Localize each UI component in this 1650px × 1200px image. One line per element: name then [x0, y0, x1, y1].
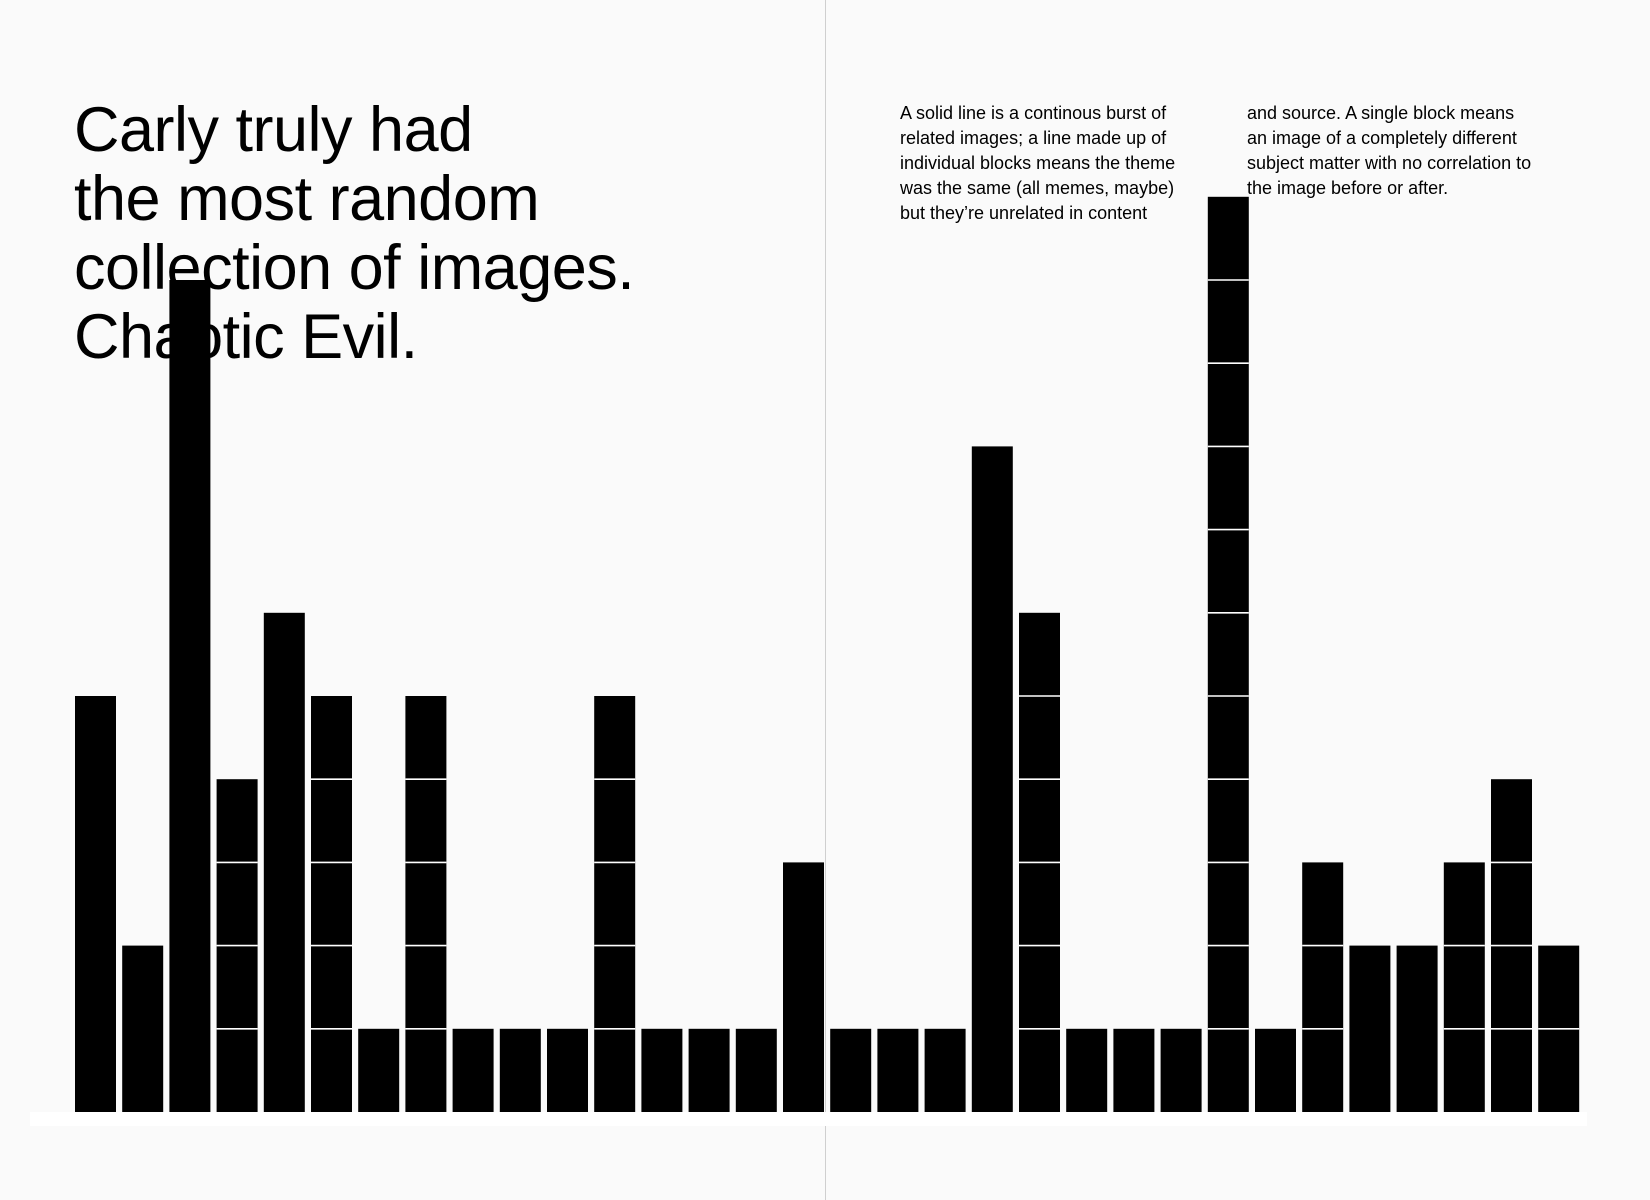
- headline-line: Carly truly had: [74, 95, 473, 165]
- bar: [641, 1028, 683, 1112]
- explanation-line: related images; a line made up of: [900, 128, 1167, 148]
- bar-fill: [311, 696, 352, 1112]
- bar-fill: [1207, 196, 1249, 1113]
- bar-fill: [1255, 1028, 1296, 1112]
- page-fold-divider: [825, 0, 826, 1200]
- bar: [311, 696, 352, 1112]
- bar: [971, 446, 1013, 1112]
- bar: [1443, 862, 1485, 1112]
- bar-fill: [688, 1028, 730, 1112]
- bar: [877, 1028, 919, 1112]
- bar-fill: [358, 1028, 400, 1112]
- bar: [1302, 862, 1344, 1112]
- bar-fill: [1160, 1028, 1202, 1112]
- bar: [1207, 196, 1249, 1113]
- bar-fill: [971, 446, 1013, 1112]
- bar: [783, 862, 824, 1112]
- bar: [216, 779, 258, 1112]
- bar-fill: [405, 696, 447, 1112]
- bar: [169, 280, 211, 1112]
- bar: [452, 1028, 494, 1112]
- headline-line: collection of images.: [74, 233, 635, 303]
- bar-fill: [783, 862, 824, 1112]
- bar-fill: [830, 1028, 872, 1112]
- bar: [547, 1028, 588, 1112]
- bar: [1113, 1028, 1155, 1112]
- bar: [1019, 612, 1060, 1112]
- bar-fill: [1396, 945, 1438, 1112]
- bar-fill: [452, 1028, 494, 1112]
- chart-baseline: [30, 1112, 1587, 1126]
- bar: [358, 1028, 400, 1112]
- bar-fill: [924, 1028, 966, 1112]
- bar: [830, 1028, 872, 1112]
- explanation-line: an image of a completely different: [1247, 128, 1517, 148]
- explanation-line: individual blocks means the theme: [900, 153, 1176, 173]
- explanation-line: subject matter with no correlation to: [1247, 153, 1532, 173]
- bar: [1255, 1028, 1296, 1112]
- bar: [594, 696, 636, 1112]
- bar-fill: [641, 1028, 683, 1112]
- explanation-column-right: and source. A single block means an imag…: [1247, 101, 1531, 201]
- bar: [405, 696, 447, 1112]
- bar-fill: [122, 945, 164, 1112]
- explanation-line: the image before or after.: [1247, 178, 1449, 198]
- bar: [499, 1028, 541, 1112]
- bar-fill: [263, 612, 305, 1112]
- bar: [924, 1028, 966, 1112]
- bar: [1396, 945, 1438, 1112]
- bar-fill: [1349, 945, 1391, 1112]
- bar: [1538, 945, 1580, 1112]
- bar-fill: [735, 1028, 777, 1112]
- bar-fill: [1443, 862, 1485, 1112]
- bar: [1160, 1028, 1202, 1112]
- bar-fill: [1113, 1028, 1155, 1112]
- bar-fill: [547, 1028, 588, 1112]
- bar-fill: [1302, 862, 1344, 1112]
- explanation-column-left: A solid line is a continous burst of rel…: [900, 101, 1175, 226]
- bar: [75, 696, 116, 1112]
- bar: [1491, 779, 1532, 1112]
- bar-fill: [877, 1028, 919, 1112]
- bar: [735, 1028, 777, 1112]
- bar-fill: [169, 280, 211, 1112]
- bar-fill: [594, 696, 636, 1112]
- bar-fill: [1066, 1028, 1108, 1112]
- bar: [122, 945, 164, 1112]
- explanation-line: and source. A single block means: [1247, 103, 1515, 123]
- bar: [263, 612, 305, 1112]
- headline-line: Chaotic Evil.: [74, 302, 418, 372]
- bar: [688, 1028, 730, 1112]
- bar: [1066, 1028, 1108, 1112]
- explanation-line: A solid line is a continous burst of: [900, 103, 1167, 123]
- headline: Carly truly had the most random collecti…: [74, 96, 774, 372]
- explanation-line: was the same (all memes, maybe): [900, 178, 1175, 198]
- headline-line: the most random: [74, 164, 540, 234]
- bar: [1349, 945, 1391, 1112]
- bar-fill: [499, 1028, 541, 1112]
- bar-fill: [75, 696, 116, 1112]
- explanation-line: but they’re unrelated in content: [900, 203, 1148, 223]
